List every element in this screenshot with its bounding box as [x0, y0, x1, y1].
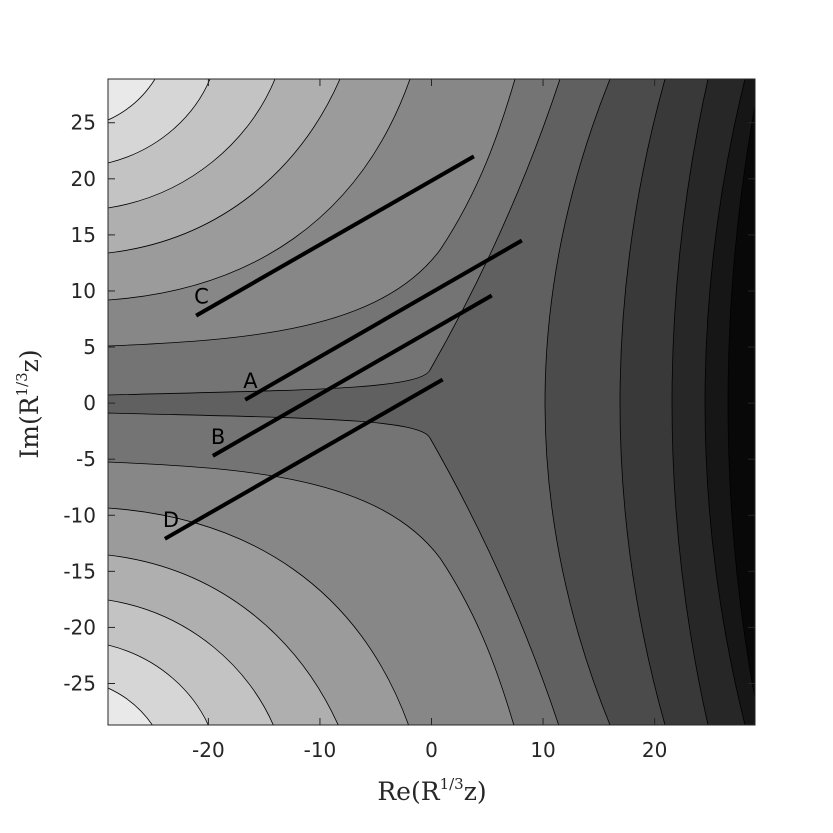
y-tick-label: 20	[71, 167, 96, 191]
y-tick-label: -25	[63, 672, 96, 696]
x-tick-label: 10	[530, 738, 555, 762]
line-label: D	[163, 508, 179, 532]
x-tick-label: 0	[425, 738, 438, 762]
line-segment	[163, 377, 444, 541]
x-tick-label: -10	[304, 738, 337, 762]
y-tick-label: -15	[63, 559, 96, 583]
contour-field	[108, 79, 755, 725]
y-tick-label: 10	[71, 279, 96, 303]
y-tick-label: -20	[63, 615, 96, 639]
y-tick-label: 15	[71, 223, 96, 247]
y-tick-label: -5	[76, 447, 96, 471]
line-label: B	[211, 425, 225, 449]
line-segment	[244, 238, 523, 402]
y-tick-label: -10	[63, 503, 96, 527]
x-tick-label: 20	[642, 738, 667, 762]
line-segment	[195, 154, 475, 318]
y-axis-label: Im(R1/3z)	[13, 349, 44, 458]
x-tick-label: -20	[192, 738, 225, 762]
line-label: C	[194, 285, 209, 309]
y-tick-label: 25	[71, 111, 96, 135]
y-tick-label: 0	[83, 391, 96, 415]
line-label: A	[243, 369, 258, 393]
x-axis-label: Re(R1/3z)	[377, 775, 486, 806]
y-tick-label: 5	[83, 335, 96, 359]
line-segment	[211, 293, 493, 458]
